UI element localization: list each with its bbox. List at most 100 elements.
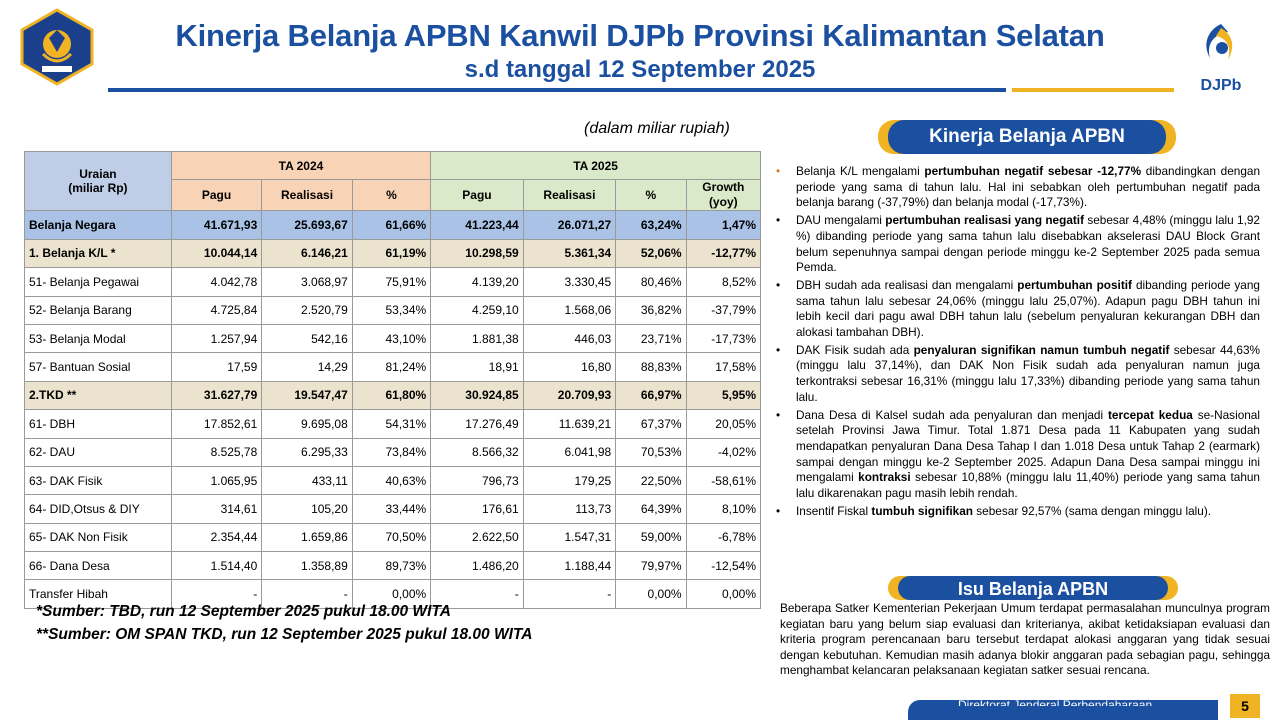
kinerja-section-title: Kinerja Belanja APBN xyxy=(888,120,1166,154)
cell-growth: 0,00% xyxy=(685,579,762,609)
cell-real25: - xyxy=(522,579,617,609)
bullet-icon: • xyxy=(776,503,781,518)
row-label: 53- Belanja Modal xyxy=(24,323,172,354)
row-label: 51- Belanja Pegawai xyxy=(24,267,172,297)
row-label: 61- DBH xyxy=(24,409,172,439)
bullet-post: dibandingkan dengan periode yang sama di… xyxy=(796,164,1260,210)
row-label: 64- DID,Otsus & DIY xyxy=(24,494,172,524)
cell-growth: 8,52% xyxy=(685,267,762,297)
cell-pagu25: 41.223,44 xyxy=(430,210,524,240)
cell-pct24: 75,91% xyxy=(351,267,432,297)
cell-pagu24: 41.671,93 xyxy=(170,210,263,240)
djpb-logo: DJPb xyxy=(1188,18,1254,98)
cell-growth: 8,10% xyxy=(685,494,762,524)
cell-growth: -4,02% xyxy=(685,437,762,467)
cell-pagu25: 176,61 xyxy=(430,494,524,524)
cell-growth: -58,61% xyxy=(685,465,762,496)
row-label: 62- DAU xyxy=(24,437,172,467)
cell-real24: - xyxy=(261,579,353,609)
cell-real25: 1.188,44 xyxy=(522,551,617,581)
cell-pagu25: 4.259,10 xyxy=(430,295,524,325)
kinerja-bullet: • Insentif Fiskal tumbuh signifikan sebes… xyxy=(774,504,1260,520)
cell-pct25: 22,50% xyxy=(615,465,687,496)
cell-pct25: 63,24% xyxy=(615,210,687,240)
cell-real25: 11.639,21 xyxy=(522,409,617,439)
cell-pct24: 81,24% xyxy=(351,352,432,382)
cell-real25: 5.361,34 xyxy=(522,238,617,269)
cell-pct25: 80,46% xyxy=(615,267,687,297)
cell-pct25: 36,82% xyxy=(615,295,687,325)
bullet-pre: Insentif Fiskal xyxy=(796,503,872,518)
source-line-1: *Sumber: TBD, run 12 September 2025 puku… xyxy=(36,603,451,620)
kinerja-bullet: • Belanja K/L mengalami pertumbuhan negat… xyxy=(774,164,1260,211)
row-label: 65- DAK Non Fisik xyxy=(24,522,172,553)
cell-pagu24: 1.065,95 xyxy=(170,465,263,496)
bullet-pre: DAU mengalami xyxy=(796,213,886,228)
cell-growth: -17,73% xyxy=(685,323,762,354)
bullet-icon: • xyxy=(776,407,781,422)
cell-pagu24: 17.852,61 xyxy=(170,409,263,439)
header-uraian: Uraian (miliar Rp) xyxy=(24,150,172,212)
bullet-pre: DAK Fisik sudah ada xyxy=(796,342,914,357)
cell-pct24: 73,84% xyxy=(351,437,432,467)
cell-pagu25: 796,73 xyxy=(430,465,524,496)
kinerja-bullet: • DAK Fisik sudah ada penyaluran signifik… xyxy=(774,343,1260,406)
cell-real24: 9.695,08 xyxy=(261,409,353,439)
cell-real25: 1.568,06 xyxy=(522,295,617,325)
title-divider-accent xyxy=(1012,88,1174,92)
bullet-bold: pertumbuhan positif xyxy=(1017,277,1132,292)
cell-real25: 1.547,31 xyxy=(522,522,617,553)
cell-pagu24: 10.044,14 xyxy=(170,238,263,269)
cell-pct25: 59,00% xyxy=(615,522,687,553)
isu-section-title: Isu Belanja APBN xyxy=(898,576,1168,600)
table-row: 2.TKD ** 31.627,79 19.547,47 61,80% 30.924,8… xyxy=(24,380,762,411)
cell-pct24: 61,80% xyxy=(351,380,432,411)
cell-pct25: 67,37% xyxy=(615,409,687,439)
cell-pct24: 33,44% xyxy=(351,494,432,524)
row-label: Belanja Negara xyxy=(24,210,172,240)
page-title: Kinerja Belanja APBN Kanwil DJPb Provins… xyxy=(175,18,1105,53)
table-row: 52- Belanja Barang 4.725,84 2.520,79 53,34%… xyxy=(24,295,762,325)
cell-pct24: 70,50% xyxy=(351,522,432,553)
row-label: 1. Belanja K/L * xyxy=(24,238,172,269)
kemenkeu-logo-icon xyxy=(18,8,96,86)
cell-growth: 17,58% xyxy=(685,352,762,382)
cell-pct25: 79,97% xyxy=(615,551,687,581)
table-row: 63- DAK Fisik 1.065,95 433,11 40,63% 796,73 1… xyxy=(24,465,762,496)
header-uraian-line1: Uraian xyxy=(79,167,117,182)
cell-growth: 1,47% xyxy=(685,210,762,240)
cell-growth: -6,78% xyxy=(685,522,762,553)
bullet-post: sebesar 4,48% (minggu lalu 1,92 %) diban… xyxy=(796,213,1260,275)
cell-pct24: 61,66% xyxy=(351,210,432,240)
title-divider xyxy=(108,88,1006,92)
cell-pagu24: 314,61 xyxy=(170,494,263,524)
footer-bar xyxy=(908,700,1218,720)
cell-pct24: 61,19% xyxy=(351,238,432,269)
cell-real24: 105,20 xyxy=(261,494,353,524)
header-growth-line2: (yoy) xyxy=(708,195,738,210)
table-row: Belanja Negara 41.671,93 25.693,67 61,66% 41… xyxy=(24,210,762,240)
bullet-pre: Belanja K/L mengalami xyxy=(796,164,925,178)
bullet-bold: pertumbuhan realisasi yang negatif xyxy=(885,213,1085,228)
cell-pct25: 52,06% xyxy=(615,238,687,269)
cell-real24: 433,11 xyxy=(261,465,353,496)
table-row: 1. Belanja K/L * 10.044,14 6.146,21 61,19% 1… xyxy=(24,238,762,269)
row-label: Transfer Hibah xyxy=(24,579,172,609)
cell-real24: 19.547,47 xyxy=(261,380,353,411)
header-pct-2024: % xyxy=(351,179,432,212)
bullet-icon: • xyxy=(776,277,781,292)
cell-real24: 542,16 xyxy=(261,323,353,354)
header-growth: Growth (yoy) xyxy=(685,179,762,212)
cell-real25: 113,73 xyxy=(522,494,617,524)
table-body: Belanja Negara 41.671,93 25.693,67 61,66% 41… xyxy=(24,210,762,609)
bullet-post: se-Nasional setelah Provinsi Jawa Timur.… xyxy=(796,407,1260,485)
cell-pct25: 66,97% xyxy=(615,380,687,411)
bullet-bold: pertumbuhan negatif sebesar -12,77% xyxy=(924,164,1142,178)
header-uraian-line2: (miliar Rp) xyxy=(68,181,128,196)
cell-real24: 6.295,33 xyxy=(261,437,353,467)
header-realisasi-2024: Realisasi xyxy=(261,179,353,212)
bullet-icon: • xyxy=(776,164,781,178)
cell-real25: 6.041,98 xyxy=(522,437,617,467)
row-label: 57- Bantuan Sosial xyxy=(24,352,172,382)
header-pagu-2025: Pagu xyxy=(430,179,524,212)
